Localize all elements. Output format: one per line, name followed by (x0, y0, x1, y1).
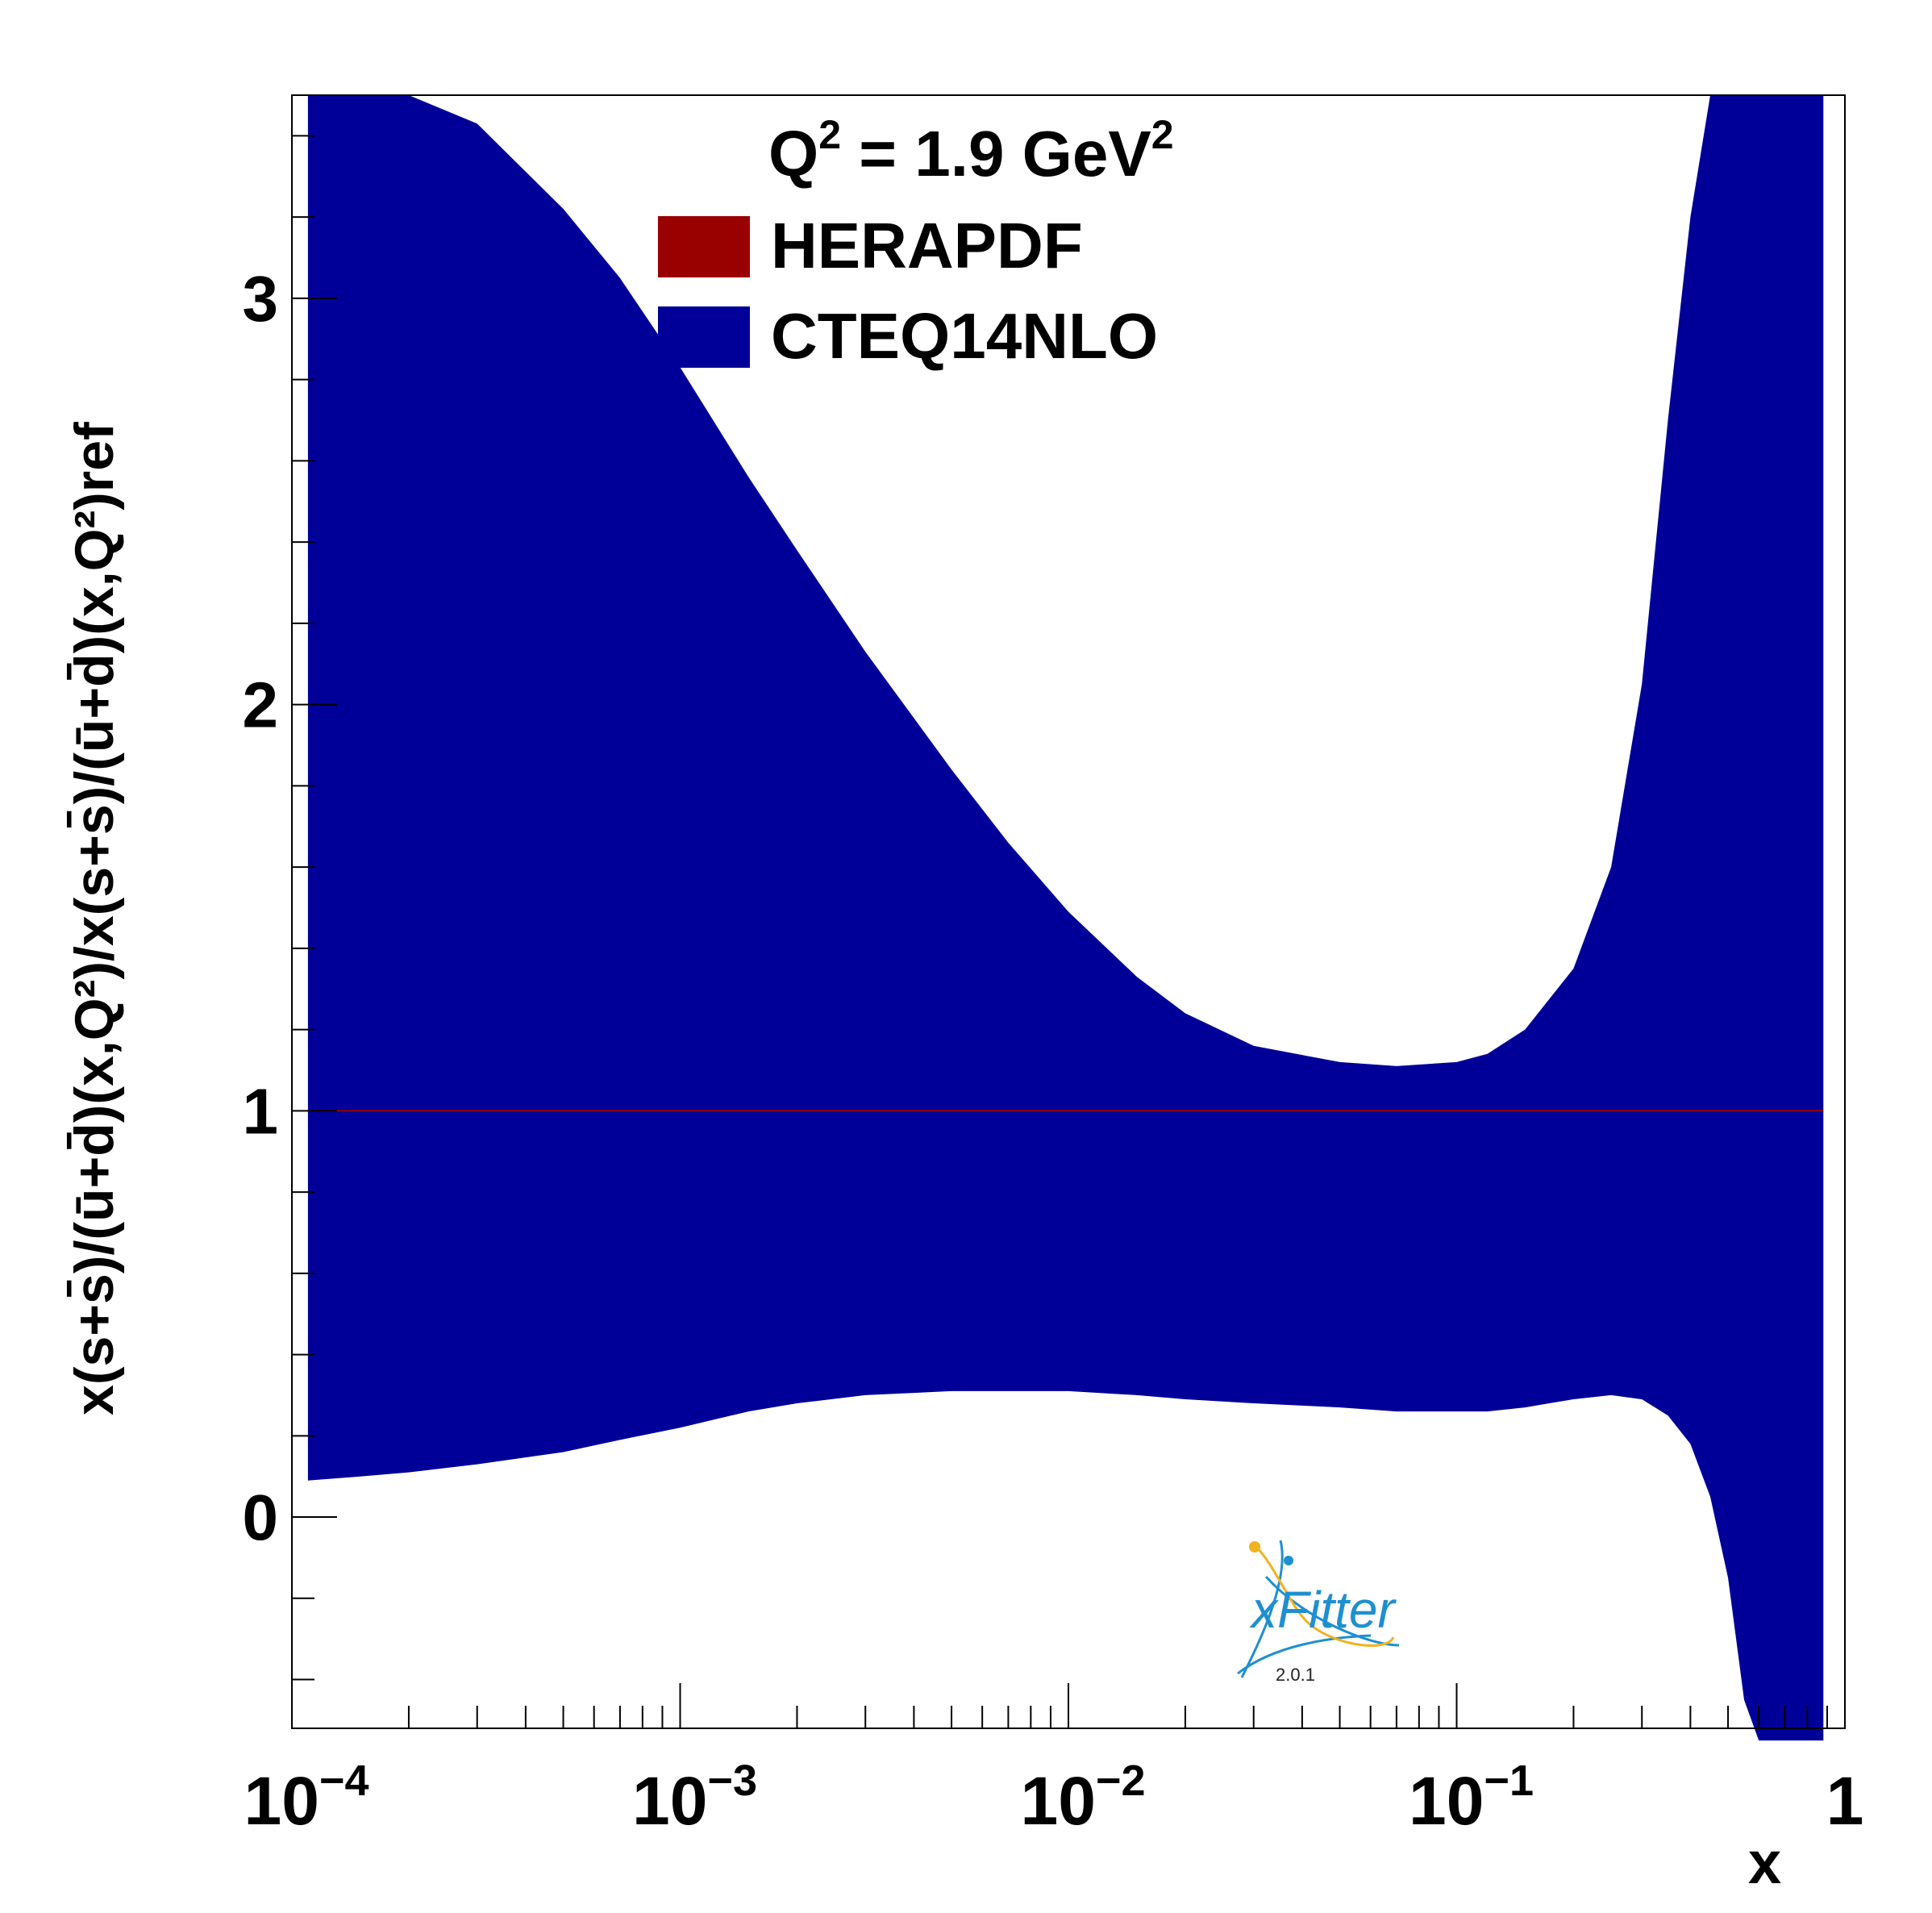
chart-title: Q2 = 1.9 GeV2 (768, 112, 1174, 190)
title-q-exp: 2 (818, 112, 841, 157)
legend: HERAPDF CTEQ14NLO (658, 210, 1158, 372)
xfitter-logo: xFitter 2.0.1 (1237, 1540, 1400, 1685)
x-tick-label: 10−3 (632, 1757, 757, 1839)
legend-label-cteq14nlo: CTEQ14NLO (771, 300, 1158, 372)
logo-dot-gold-icon (1249, 1541, 1260, 1552)
x-axis-title: x (1748, 1829, 1781, 1896)
legend-swatch-cteq14nlo (658, 306, 750, 368)
x-tick-label: 1 (1826, 1763, 1864, 1839)
logo-text: xFitter (1249, 1581, 1397, 1639)
y-tick-label: 1 (243, 1075, 279, 1147)
logo-version: 2.0.1 (1276, 1665, 1315, 1685)
y-tick-label: 0 (243, 1482, 279, 1553)
title-gev-exp: 2 (1151, 112, 1174, 157)
title-mid: = 1.9 GeV (841, 118, 1151, 190)
title-q: Q (768, 118, 818, 190)
uncertainty-bands (307, 95, 1824, 1741)
x-tick-label: 10−1 (1409, 1757, 1534, 1839)
y-tick-labels: 0 1 2 3 (243, 263, 279, 1553)
x-tick-label: 10−2 (1020, 1757, 1145, 1839)
y-tick-label: 3 (243, 263, 279, 335)
logo-dot-blue-icon (1284, 1556, 1293, 1565)
y-tick-label: 2 (243, 669, 279, 741)
legend-swatch-herapdf (658, 216, 750, 277)
x-tick-label: 10−4 (244, 1757, 368, 1839)
axis-ticks (291, 135, 1846, 1728)
y-axis-title: x(s+s̄)/(ū+d̄)(x,Q²)/x(s+s̄)/(ū+d̄)(x,Q²… (64, 422, 125, 1415)
logo-orbit-gold-icon (1255, 1545, 1395, 1647)
x-tick-labels: 10−4 10−3 10−2 10−1 1 (244, 1757, 1863, 1839)
legend-label-herapdf: HERAPDF (771, 210, 1083, 281)
band-cteq14nlo (307, 95, 1824, 1741)
svg-text:Q2 = 1.9 GeV2: Q2 = 1.9 GeV2 (768, 112, 1174, 190)
